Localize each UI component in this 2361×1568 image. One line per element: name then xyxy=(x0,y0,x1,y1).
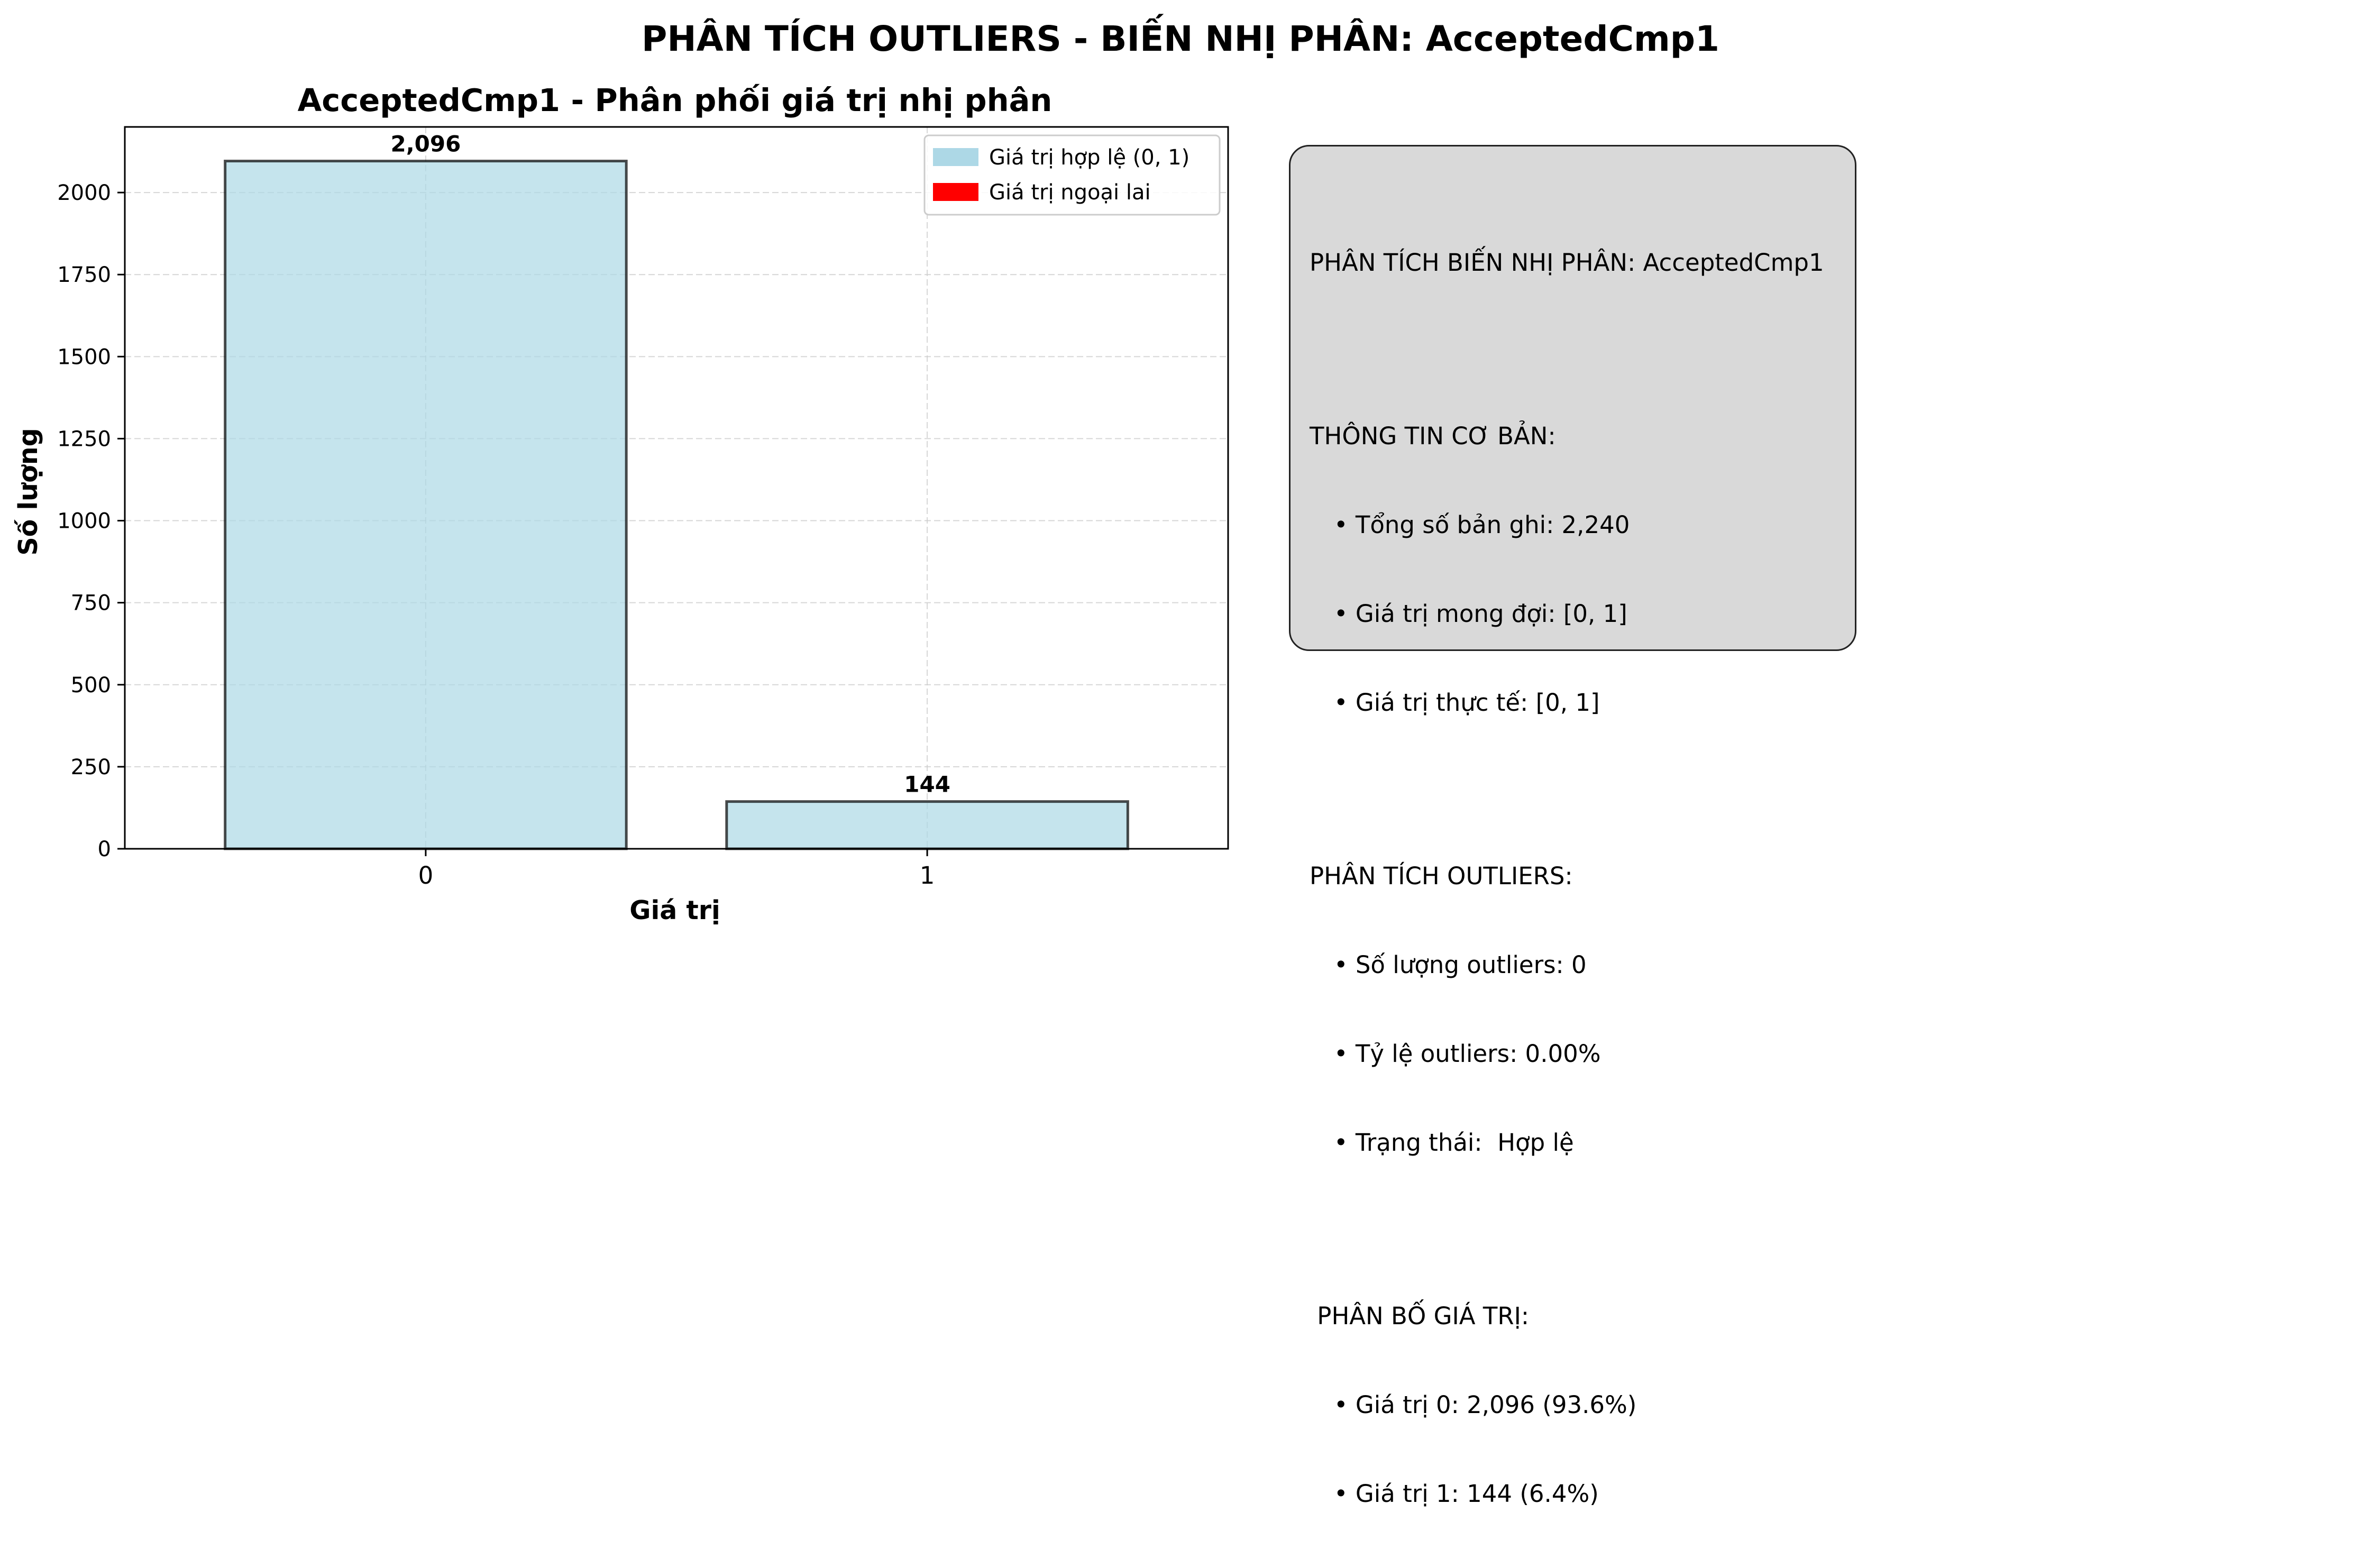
figure-suptitle: PHÂN TÍCH OUTLIERS - BIẾN NHỊ PHÂN: Acce… xyxy=(642,14,1719,59)
y-tick-label: 500 xyxy=(71,673,111,698)
y-tick-label: 1000 xyxy=(57,509,111,534)
x-tick-label: 1 xyxy=(920,861,935,890)
y-axis-label: Số lượng xyxy=(13,428,43,555)
info-item: • Giá trị 0: 2,096 (93.6%) xyxy=(1334,1391,1637,1419)
bar-value-label: 144 xyxy=(904,772,950,797)
plot-frame xyxy=(124,126,1229,850)
info-item: • Tổng số bản ghi: 2,240 xyxy=(1334,511,1630,539)
info-box: PHÂN TÍCH BIẾN NHỊ PHÂN: AcceptedCmp1 TH… xyxy=(1289,145,1856,1508)
legend-swatch xyxy=(933,148,978,166)
bar-chart: PHÂN TÍCH OUTLIERS - BIẾN NHỊ PHÂN: Acce… xyxy=(13,14,1719,925)
y-tick-label: 250 xyxy=(71,755,111,780)
chart-title: AcceptedCmp1 - Phân phối giá trị nhị phâ… xyxy=(298,82,1053,118)
y-tick-label: 2000 xyxy=(57,181,111,205)
legend-label: Giá trị ngoại lai xyxy=(989,180,1151,205)
info-section-distribution-title: PHÂN BỐ GIÁ TRỊ: xyxy=(1310,1302,1530,1330)
info-item: • Số lượng outliers: 0 xyxy=(1334,951,1587,979)
bars: 2,096 144 xyxy=(224,131,1129,850)
legend-swatch xyxy=(933,183,978,201)
x-tick-label: 0 xyxy=(418,861,434,890)
legend-frame xyxy=(923,134,1221,216)
legend-label: Giá trị hợp lệ (0, 1) xyxy=(989,145,1189,170)
info-heading: PHÂN TÍCH BIẾN NHỊ PHÂN: AcceptedCmp1 xyxy=(1310,249,1824,277)
legend: Giá trị hợp lệ (0, 1) Giá trị ngoại lai xyxy=(923,134,1221,216)
info-item: • Tỷ lệ outliers: 0.00% xyxy=(1334,1040,1601,1068)
info-item: • Giá trị mong đợi: [0, 1] xyxy=(1334,600,1627,628)
y-tick-label: 1500 xyxy=(57,345,111,369)
bar xyxy=(224,160,628,850)
y-tick-label: 1750 xyxy=(57,263,111,287)
x-axis-label: Giá trị xyxy=(629,895,720,925)
info-section-basic-title: THÔNG TIN CƠ BẢN: xyxy=(1310,422,1556,450)
axes: 0 250 500 750 1000 1250 1500 1750 2000 0 1 xyxy=(57,126,1229,890)
info-item: • Trạng thái: Hợp lệ xyxy=(1334,1129,1574,1157)
info-section-outliers-title: PHÂN TÍCH OUTLIERS: xyxy=(1310,862,1573,890)
y-tick-label: 0 xyxy=(98,837,111,861)
bar xyxy=(725,800,1129,850)
y-tick-label: 1250 xyxy=(57,427,111,451)
info-item: • Giá trị thực tế: [0, 1] xyxy=(1334,689,1600,717)
figure: PHÂN TÍCH OUTLIERS - BIẾN NHỊ PHÂN: Acce… xyxy=(13,14,1856,1508)
y-tick-label: 750 xyxy=(71,591,111,616)
bar-value-label: 2,096 xyxy=(390,131,461,157)
info-item: • Giá trị 1: 144 (6.4%) xyxy=(1334,1480,1599,1508)
